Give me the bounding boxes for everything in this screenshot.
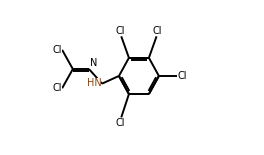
Text: N: N (90, 58, 98, 68)
Text: Cl: Cl (53, 83, 62, 93)
Text: Cl: Cl (116, 26, 125, 35)
Text: Cl: Cl (116, 118, 125, 128)
Text: HN: HN (87, 78, 101, 88)
Text: Cl: Cl (153, 26, 162, 35)
Text: Cl: Cl (53, 45, 62, 55)
Text: Cl: Cl (178, 71, 187, 81)
